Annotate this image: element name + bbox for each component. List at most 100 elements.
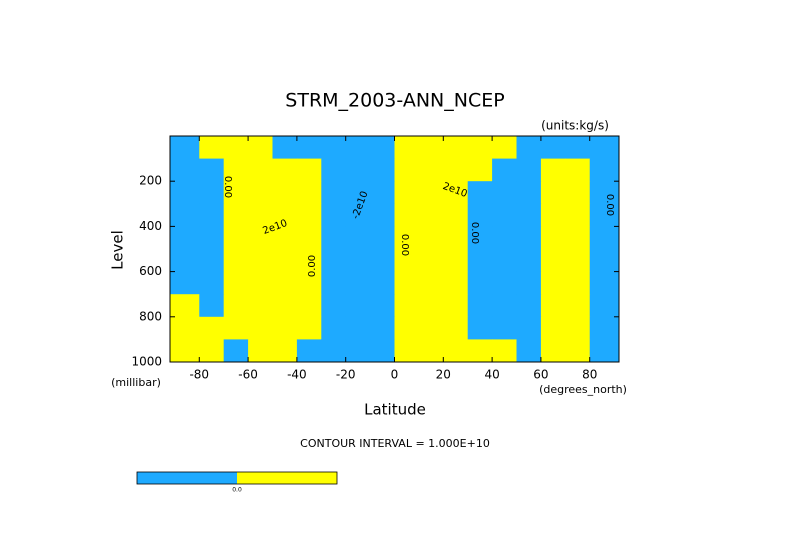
field-cell (370, 294, 395, 318)
field-cell (565, 181, 591, 205)
field-cell (199, 203, 225, 227)
field-cell (492, 339, 518, 363)
field-cell (272, 294, 298, 318)
field-cell (589, 226, 620, 250)
field-cell (248, 271, 273, 295)
field-cell (223, 316, 249, 340)
chart-title: STRM_2003-ANN_NCEP (285, 90, 504, 112)
field-cell (540, 339, 566, 363)
field-cell (565, 339, 591, 363)
field-cell (394, 203, 420, 227)
field-cell (170, 316, 200, 340)
field-cell (370, 181, 395, 205)
field-cell (296, 181, 322, 205)
field-cell (394, 226, 420, 250)
field-cell (223, 294, 249, 318)
field-cell (467, 316, 493, 340)
field-cell (443, 249, 469, 273)
field-cell (540, 294, 566, 318)
colorbar-negative (137, 472, 237, 484)
field-cell (394, 271, 420, 295)
field-cell (296, 249, 322, 273)
field-cell (345, 294, 371, 318)
field-cell (589, 316, 620, 340)
field-cell (296, 158, 322, 182)
field-cell (492, 271, 518, 295)
field-cell (394, 316, 420, 340)
field-cell (248, 226, 273, 250)
field-cell (540, 271, 566, 295)
field-cell (345, 181, 371, 205)
field-cell (589, 249, 620, 273)
field-cell (370, 249, 395, 273)
field-cell (296, 271, 322, 295)
field-cell (565, 136, 591, 160)
x-tick-label: -40 (287, 368, 307, 382)
field-cell (443, 339, 469, 363)
field-cell (467, 203, 493, 227)
field-cell (248, 181, 273, 205)
field-cell (170, 181, 200, 205)
field-cell (170, 339, 200, 363)
field-cell (345, 316, 371, 340)
field-cell (199, 294, 225, 318)
field-cell (516, 158, 542, 182)
field-cell (492, 226, 518, 250)
field-cell (589, 136, 620, 160)
field-cell (418, 271, 444, 295)
field-cell (418, 181, 444, 205)
field-cell (199, 316, 225, 340)
field-cell (272, 136, 298, 160)
field-cell (248, 158, 273, 182)
field-cell (418, 316, 444, 340)
field-cell (492, 316, 518, 340)
field-cell (170, 203, 200, 227)
field-cell (345, 136, 371, 160)
field-cell (321, 203, 347, 227)
field-cell (272, 271, 298, 295)
field-cell (467, 226, 493, 250)
field-cell (345, 249, 371, 273)
field-cell (540, 136, 566, 160)
field-cell (540, 249, 566, 273)
field-cell (418, 136, 444, 160)
field-cell (589, 203, 620, 227)
field-cell (272, 181, 298, 205)
field-cell (589, 294, 620, 318)
field-cell (540, 203, 566, 227)
field-cell (345, 271, 371, 295)
field-cell (223, 136, 249, 160)
field-cell (296, 203, 322, 227)
field-cell (492, 294, 518, 318)
field-cell (418, 249, 444, 273)
x-tick-label: 0 (391, 368, 399, 382)
field-cell (492, 158, 518, 182)
field-cell (418, 226, 444, 250)
field-cell (248, 203, 273, 227)
field-cell (418, 203, 444, 227)
field-cell (321, 181, 347, 205)
field-cell (565, 226, 591, 250)
field-cell (418, 339, 444, 363)
field-cell (443, 226, 469, 250)
field-cell (223, 249, 249, 273)
y-tick-label: 800 (139, 309, 162, 323)
x-axis-label: Latitude (364, 401, 426, 419)
field-cell (540, 158, 566, 182)
field-cell (296, 339, 322, 363)
field-cell (540, 316, 566, 340)
field-cell (321, 271, 347, 295)
contour-interval: CONTOUR INTERVAL = 1.000E+10 (300, 437, 490, 450)
contour-label: 0.00 (604, 194, 615, 216)
field-cell (516, 249, 542, 273)
colorbar-label: 0.0 (232, 487, 242, 494)
field-cell (345, 203, 371, 227)
field-cell (540, 226, 566, 250)
field-cell (345, 226, 371, 250)
units-label: (units:kg/s) (541, 119, 609, 133)
x-tick-label: -80 (189, 368, 209, 382)
field-cell (248, 249, 273, 273)
contour-label: 0.00 (469, 222, 480, 244)
field-cell (296, 226, 322, 250)
field-cell (443, 203, 469, 227)
